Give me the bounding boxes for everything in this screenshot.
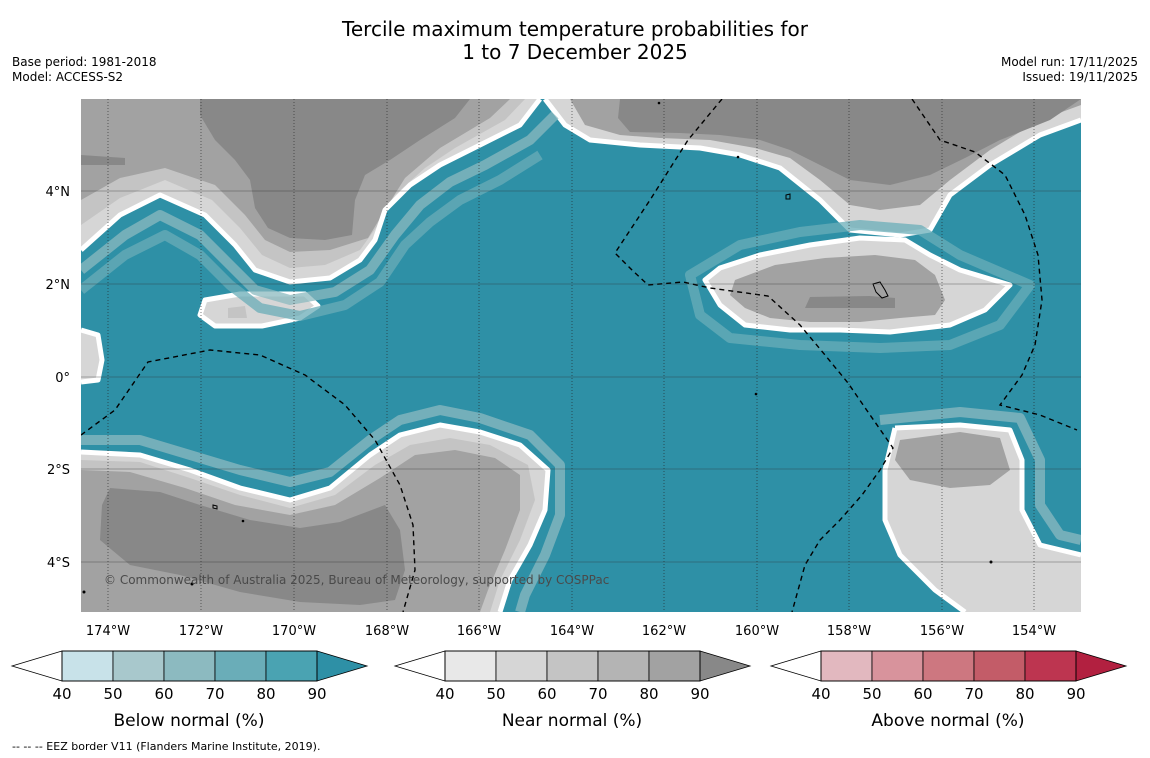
colorbar-below-normal: 40 50 60 70 80 90 Below normal (%)	[10, 650, 369, 731]
colorbar-near-tick-50: 50	[486, 685, 505, 703]
near-normal-region-south-east	[885, 425, 1081, 612]
lon-label-164w: 164°W	[550, 624, 594, 639]
lon-label-158w: 158°W	[827, 624, 871, 639]
lat-label-0: 0°	[55, 371, 70, 386]
colorbar-near-tick-40: 40	[435, 685, 454, 703]
lon-label-160w: 160°W	[735, 624, 779, 639]
colorbar-above-tick-80: 80	[1015, 685, 1034, 703]
colorbar-near-tick-60: 60	[537, 685, 556, 703]
colorbar-below-swatch-40	[61, 650, 114, 682]
colorbar-below-tick-90: 90	[307, 685, 326, 703]
colorbar-near-normal: 40 50 60 70 80 90 Near normal (%)	[393, 650, 752, 731]
below-normal-transition-bands	[81, 111, 1081, 612]
colorbar-near-swatch-50	[495, 650, 548, 682]
colorbar-near-tick-80: 80	[639, 685, 658, 703]
colorbar-below-swatch-70	[214, 650, 267, 682]
colorbar-above-arrow-low	[769, 650, 822, 682]
colorbar-above-swatch-70	[973, 650, 1026, 682]
colorbar-below-frame	[61, 650, 318, 682]
colorbar-near-label: Near normal (%)	[502, 711, 642, 731]
lat-label-4n: 4°N	[46, 185, 71, 200]
colorbar-near-swatch-80	[648, 650, 701, 682]
lat-label-2n: 2°N	[46, 278, 71, 293]
colorbar-above-tick-90: 90	[1066, 685, 1085, 703]
near-normal-region-north-west	[81, 99, 540, 282]
colorbar-below-tick-40: 40	[52, 685, 71, 703]
issued-date: Issued: 19/11/2025	[1022, 70, 1138, 84]
lon-label-154w: 154°W	[1012, 624, 1056, 639]
colorbar-near-arrow-low	[393, 650, 446, 682]
colorbar-below-swatch-50	[112, 650, 165, 682]
title-line-2: 1 to 7 December 2025	[462, 40, 688, 64]
map-copyright: © Commonwealth of Australia 2025, Bureau…	[104, 573, 609, 587]
colorbar-above-normal: 40 50 60 70 80 90 Above normal (%)	[769, 650, 1128, 731]
graticule-parallels	[81, 190, 1081, 563]
colorbar-below-tick-50: 50	[103, 685, 122, 703]
colorbar-above-tick-70: 70	[964, 685, 983, 703]
meta-left: Base period: 1981-2018 Model: ACCESS-S2	[12, 55, 157, 85]
lon-label-162w: 162°W	[642, 624, 686, 639]
lon-label-174w: 174°W	[86, 624, 130, 639]
colorbar-near-tick-70: 70	[588, 685, 607, 703]
colorbar-below-tick-80: 80	[256, 685, 275, 703]
lon-label-168w: 168°W	[365, 624, 409, 639]
colorbar-below-arrow-low	[10, 650, 63, 682]
lon-label-156w: 156°W	[920, 624, 964, 639]
eez-borders	[81, 99, 1078, 612]
colorbar-below-arrow-high	[316, 650, 369, 682]
colorbar-near-swatch-60	[546, 650, 599, 682]
colorbar-below-tick-70: 70	[205, 685, 224, 703]
tercile-boundary-outlines	[81, 99, 1081, 612]
eez-footnote: -- -- -- EEZ border V11 (Flanders Marine…	[12, 740, 321, 753]
lon-label-170w: 170°W	[272, 624, 316, 639]
lat-label-4s: 4°S	[47, 556, 70, 571]
chart-title: Tercile maximum temperature probabilitie…	[0, 18, 1150, 64]
colorbar-near-swatch-40	[444, 650, 497, 682]
colorbar-below-swatch-60	[163, 650, 216, 682]
islands	[82, 101, 993, 594]
model-run: Model run: 17/11/2025	[1000, 55, 1138, 69]
colorbar-above-swatch-40	[820, 650, 873, 682]
near-normal-region-south-west	[81, 425, 548, 612]
colorbar-near-tick-90: 90	[690, 685, 709, 703]
lat-label-2s: 2°S	[47, 463, 70, 478]
map-plot-area	[81, 99, 1081, 612]
base-period: Base period: 1981-2018	[12, 55, 157, 69]
colorbar-above-swatch-80	[1024, 650, 1077, 682]
colorbar-near-swatch-70	[597, 650, 650, 682]
colorbar-above-tick-60: 60	[913, 685, 932, 703]
near-normal-region-north-east	[545, 99, 1081, 235]
title-line-1: Tercile maximum temperature probabilitie…	[342, 17, 808, 41]
colorbar-above-swatch-50	[871, 650, 924, 682]
colorbar-below-label: Below normal (%)	[114, 711, 265, 731]
latitude-labels: 4°N 2°N 0° 2°S 4°S	[46, 185, 71, 571]
colorbar-below-swatch-80	[265, 650, 318, 682]
colorbar-above-tick-40: 40	[811, 685, 830, 703]
colorbar-above-label: Above normal (%)	[871, 711, 1024, 731]
lon-label-166w: 166°W	[457, 624, 501, 639]
meta-right: Model run: 17/11/2025 Issued: 19/11/2025	[1001, 55, 1138, 85]
colorbar-near-frame	[444, 650, 701, 682]
colorbar-above-frame	[820, 650, 1077, 682]
colorbar-near-arrow-high	[699, 650, 752, 682]
colorbar-above-tick-50: 50	[862, 685, 881, 703]
model-name: Model: ACCESS-S2	[12, 70, 124, 84]
colorbar-below-tick-60: 60	[154, 685, 173, 703]
lon-label-172w: 172°W	[179, 624, 223, 639]
colorbar-above-arrow-high	[1075, 650, 1128, 682]
colorbar-above-swatch-60	[922, 650, 975, 682]
longitude-labels: 174°W 172°W 170°W 168°W 166°W 164°W 162°…	[86, 624, 1056, 639]
